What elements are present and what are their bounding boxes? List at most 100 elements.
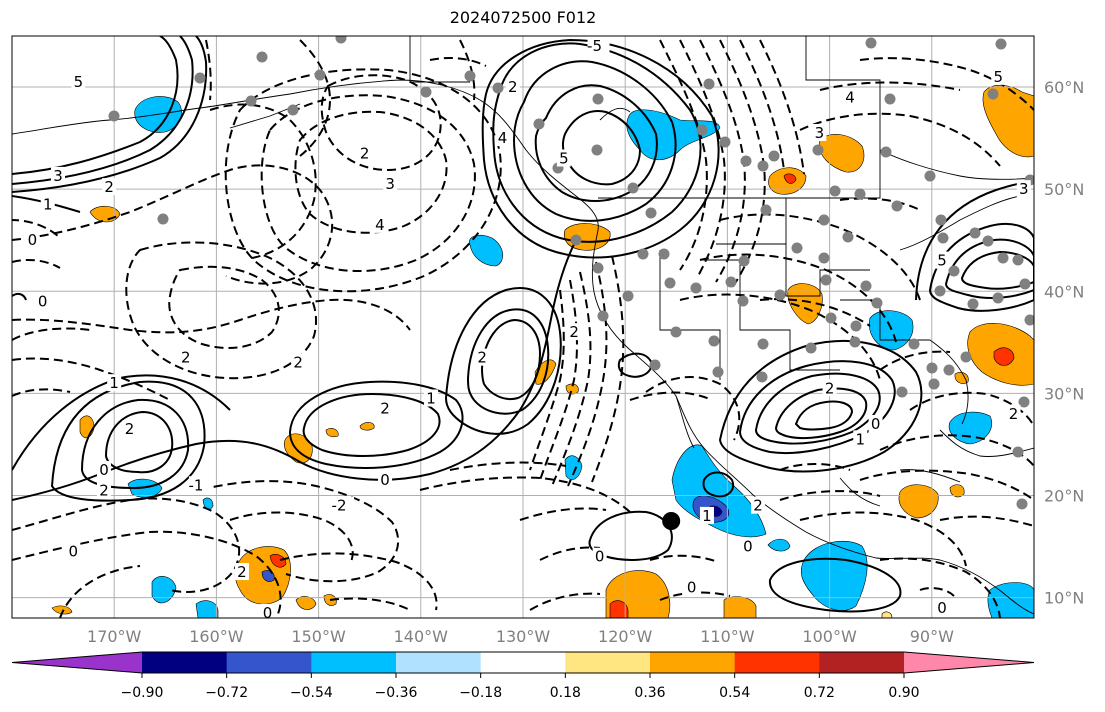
colorbar-tick-label: 0.54 — [719, 685, 750, 701]
contour-label: 2 — [753, 497, 763, 515]
contour-label-bg — [102, 178, 117, 196]
map-title: 2024072500 F012 — [449, 8, 597, 27]
contour-label: 1 — [426, 389, 436, 407]
contour-label: 4 — [845, 88, 855, 106]
contour-label: 2 — [125, 420, 135, 438]
contour-label: 1 — [43, 195, 53, 213]
contour-label-bg — [1006, 404, 1021, 422]
longitude-label: 150°W — [291, 627, 346, 646]
colorbar-tick-label: −0.72 — [205, 685, 248, 701]
contour-label-bg — [751, 496, 766, 514]
colorbar-tick-label: 0.36 — [634, 685, 665, 701]
contour-label-bg — [372, 215, 387, 233]
contour-label-bg — [357, 144, 372, 162]
colorbar-segment — [142, 652, 228, 673]
colorbar-segment — [819, 652, 905, 673]
contour-label: 2 — [1009, 405, 1019, 423]
contour-label-bg — [991, 67, 1006, 85]
contour-label-bg — [122, 420, 137, 438]
contour-label-bg — [556, 149, 571, 167]
longitude-label: 140°W — [394, 627, 449, 646]
contour-label: 1 — [702, 507, 712, 525]
contour-label: 0 — [69, 543, 79, 561]
contour-label: 5 — [993, 68, 1003, 86]
latitude-label: 10°N — [1044, 589, 1084, 608]
longitude-label: 160°W — [189, 627, 244, 646]
colorbar: −0.90 −0.72 −0.54 −0.36 −0.18 0.18 0.36 0.54 0.7… — [11, 651, 1035, 701]
latitude-label: 30°N — [1044, 384, 1084, 403]
contour-label: 0 — [38, 292, 48, 310]
contour-label-bg — [178, 348, 193, 366]
contour-label-bg — [71, 72, 86, 90]
contour-label: 1 — [109, 374, 119, 392]
contour-label-bg — [378, 399, 393, 417]
contour-label-bg — [260, 603, 275, 618]
contour-label-bg — [1016, 180, 1031, 198]
contour-label-bg — [383, 175, 398, 193]
colorbar-tick-label: −0.18 — [459, 685, 502, 701]
colorbar-segment — [650, 652, 736, 673]
contour-label: 2 — [825, 379, 835, 397]
contour-label-bg — [822, 379, 837, 397]
contours-solid — [12, 36, 1034, 613]
contour-label: -1 — [188, 476, 203, 494]
shaded-anomalies — [51, 84, 1034, 618]
contour-label: 0 — [687, 578, 697, 596]
contour-label-bg — [378, 471, 393, 489]
contour-label-bg — [495, 129, 510, 147]
contour-label-bg — [96, 460, 111, 478]
colorbar-segment — [904, 652, 1034, 673]
contour-label: 2 — [477, 349, 487, 367]
contour-label-bg — [291, 353, 306, 371]
contour-label: 0 — [380, 471, 390, 489]
longitude-label: 100°W — [802, 627, 857, 646]
contour-label: 2 — [181, 349, 191, 367]
colorbar-segment — [226, 652, 312, 673]
latitude-labels: 10°N 20°N 30°N 40°N 50°N 60°N — [1044, 78, 1084, 608]
contour-label-bg — [424, 389, 439, 407]
contour-label-bg — [188, 476, 211, 494]
contour-label: 4 — [375, 216, 385, 234]
contour-label-bg — [25, 231, 40, 249]
contours-dashed — [12, 39, 1034, 618]
contour-label-bg — [35, 292, 50, 310]
contour-label: 2 — [360, 144, 370, 162]
contour-label: 3 — [1019, 180, 1029, 198]
coastlines — [12, 36, 1034, 615]
longitude-label: 170°W — [87, 627, 142, 646]
station-dots — [108, 36, 1034, 510]
colorbar-segment — [734, 652, 820, 673]
contour-label: -5 — [587, 37, 602, 55]
contour-label: 3 — [815, 124, 825, 142]
contour-label-bg — [40, 195, 55, 213]
colorbar-segment — [480, 652, 566, 673]
contour-label-bg — [475, 348, 490, 366]
contour-label: 0 — [871, 415, 881, 433]
contour-label: 5 — [74, 73, 84, 91]
contour-label: 2 — [293, 354, 303, 372]
contour-label: 1 — [855, 430, 865, 448]
contour-label-bg — [592, 547, 607, 565]
contour-label: 2 — [237, 563, 247, 581]
contour-label-bg — [505, 78, 520, 96]
contour-label-bg — [567, 323, 582, 341]
longitude-label: 90°W — [910, 627, 954, 646]
latitude-label: 50°N — [1044, 180, 1084, 199]
contour-label-bg — [234, 563, 249, 581]
colorbar-segment — [565, 652, 651, 673]
contour-label: 3 — [385, 175, 395, 193]
contour-label-bg — [684, 578, 699, 596]
contour-label: 0 — [99, 461, 109, 479]
colorbar-tick-label: −0.90 — [121, 685, 164, 701]
contour-label: 0 — [263, 604, 273, 622]
contour-label-bg — [699, 506, 714, 524]
contour-label-bg — [935, 598, 950, 616]
colorbar-tick-label: −0.36 — [375, 685, 418, 701]
longitude-label: 130°W — [496, 627, 551, 646]
latitude-label: 20°N — [1044, 486, 1084, 505]
contour-label-bg — [107, 374, 122, 392]
contour-label-bg — [935, 251, 950, 269]
map-gridlines — [12, 36, 1034, 618]
